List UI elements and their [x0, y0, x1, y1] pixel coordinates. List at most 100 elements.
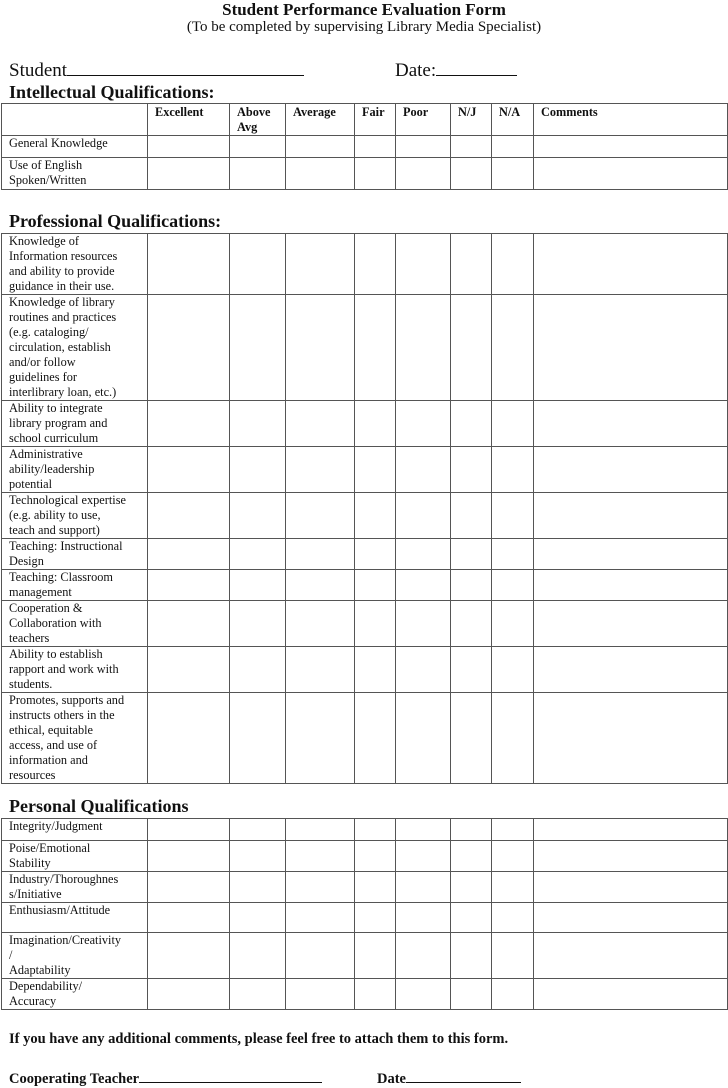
rating-cell[interactable]	[147, 932, 230, 979]
rating-cell[interactable]	[395, 569, 451, 601]
rating-cell[interactable]	[395, 492, 451, 539]
comments-cell[interactable]	[533, 818, 728, 841]
rating-cell[interactable]	[354, 492, 396, 539]
rating-cell[interactable]	[147, 492, 230, 539]
comments-cell[interactable]	[533, 538, 728, 570]
rating-cell[interactable]	[229, 600, 286, 647]
rating-cell[interactable]	[491, 233, 534, 295]
comments-cell[interactable]	[533, 400, 728, 447]
rating-cell[interactable]	[229, 840, 286, 872]
rating-cell[interactable]	[285, 978, 355, 1010]
rating-cell[interactable]	[285, 157, 355, 190]
rating-cell[interactable]	[285, 902, 355, 933]
rating-cell[interactable]	[285, 538, 355, 570]
rating-cell[interactable]	[395, 135, 451, 158]
rating-cell[interactable]	[354, 871, 396, 903]
rating-cell[interactable]	[147, 135, 230, 158]
rating-cell[interactable]	[395, 818, 451, 841]
rating-cell[interactable]	[229, 233, 286, 295]
rating-cell[interactable]	[450, 135, 492, 158]
rating-cell[interactable]	[450, 871, 492, 903]
rating-cell[interactable]	[354, 932, 396, 979]
teacher-blank[interactable]	[139, 1068, 323, 1083]
rating-cell[interactable]	[229, 135, 286, 158]
rating-cell[interactable]	[354, 818, 396, 841]
rating-cell[interactable]	[491, 840, 534, 872]
rating-cell[interactable]	[450, 400, 492, 447]
rating-cell[interactable]	[285, 818, 355, 841]
rating-cell[interactable]	[450, 932, 492, 979]
rating-cell[interactable]	[395, 692, 451, 784]
rating-cell[interactable]	[147, 692, 230, 784]
rating-cell[interactable]	[229, 446, 286, 493]
rating-cell[interactable]	[491, 600, 534, 647]
rating-cell[interactable]	[229, 932, 286, 979]
rating-cell[interactable]	[229, 871, 286, 903]
rating-cell[interactable]	[354, 840, 396, 872]
rating-cell[interactable]	[450, 646, 492, 693]
rating-cell[interactable]	[229, 400, 286, 447]
rating-cell[interactable]	[147, 233, 230, 295]
rating-cell[interactable]	[491, 978, 534, 1010]
rating-cell[interactable]	[285, 871, 355, 903]
rating-cell[interactable]	[491, 157, 534, 190]
rating-cell[interactable]	[354, 692, 396, 784]
rating-cell[interactable]	[491, 446, 534, 493]
comments-cell[interactable]	[533, 600, 728, 647]
rating-cell[interactable]	[450, 294, 492, 401]
rating-cell[interactable]	[395, 233, 451, 295]
rating-cell[interactable]	[491, 646, 534, 693]
rating-cell[interactable]	[229, 569, 286, 601]
rating-cell[interactable]	[285, 135, 355, 158]
rating-cell[interactable]	[285, 600, 355, 647]
rating-cell[interactable]	[450, 692, 492, 784]
rating-cell[interactable]	[147, 294, 230, 401]
rating-cell[interactable]	[450, 446, 492, 493]
comments-cell[interactable]	[533, 157, 728, 190]
rating-cell[interactable]	[395, 400, 451, 447]
rating-cell[interactable]	[147, 400, 230, 447]
rating-cell[interactable]	[491, 492, 534, 539]
rating-cell[interactable]	[491, 902, 534, 933]
rating-cell[interactable]	[229, 646, 286, 693]
rating-cell[interactable]	[395, 157, 451, 190]
comments-cell[interactable]	[533, 492, 728, 539]
rating-cell[interactable]	[450, 978, 492, 1010]
rating-cell[interactable]	[491, 294, 534, 401]
rating-cell[interactable]	[450, 233, 492, 295]
rating-cell[interactable]	[395, 840, 451, 872]
rating-cell[interactable]	[395, 646, 451, 693]
rating-cell[interactable]	[450, 492, 492, 539]
rating-cell[interactable]	[147, 446, 230, 493]
rating-cell[interactable]	[147, 871, 230, 903]
comments-cell[interactable]	[533, 446, 728, 493]
rating-cell[interactable]	[147, 646, 230, 693]
rating-cell[interactable]	[147, 840, 230, 872]
rating-cell[interactable]	[229, 818, 286, 841]
comments-cell[interactable]	[533, 135, 728, 158]
rating-cell[interactable]	[450, 600, 492, 647]
rating-cell[interactable]	[354, 157, 396, 190]
rating-cell[interactable]	[285, 492, 355, 539]
rating-cell[interactable]	[450, 538, 492, 570]
rating-cell[interactable]	[285, 400, 355, 447]
rating-cell[interactable]	[285, 294, 355, 401]
rating-cell[interactable]	[229, 157, 286, 190]
rating-cell[interactable]	[229, 538, 286, 570]
rating-cell[interactable]	[450, 818, 492, 841]
rating-cell[interactable]	[229, 492, 286, 539]
rating-cell[interactable]	[491, 538, 534, 570]
footer-date-field[interactable]: Date	[377, 1068, 521, 1088]
rating-cell[interactable]	[395, 600, 451, 647]
rating-cell[interactable]	[147, 818, 230, 841]
rating-cell[interactable]	[285, 692, 355, 784]
student-field[interactable]: Student	[9, 60, 305, 82]
rating-cell[interactable]	[491, 569, 534, 601]
rating-cell[interactable]	[354, 569, 396, 601]
rating-cell[interactable]	[285, 840, 355, 872]
comments-cell[interactable]	[533, 871, 728, 903]
rating-cell[interactable]	[354, 446, 396, 493]
rating-cell[interactable]	[491, 135, 534, 158]
rating-cell[interactable]	[491, 932, 534, 979]
rating-cell[interactable]	[395, 871, 451, 903]
